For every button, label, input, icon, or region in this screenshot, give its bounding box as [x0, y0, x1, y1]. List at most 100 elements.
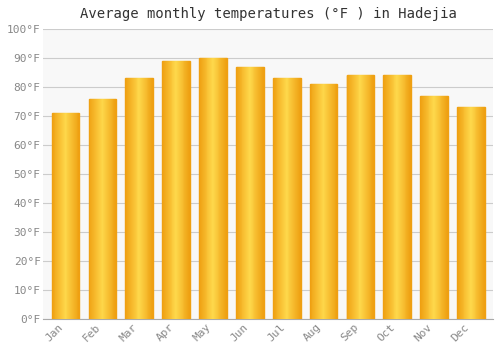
Bar: [421, 96, 422, 319]
Bar: [176, 61, 177, 319]
Bar: [346, 76, 348, 319]
Bar: [182, 61, 184, 319]
Bar: [202, 58, 203, 319]
Bar: [353, 76, 354, 319]
Bar: [288, 78, 290, 319]
Bar: [164, 61, 165, 319]
Bar: [213, 58, 214, 319]
Bar: [245, 67, 246, 319]
Bar: [472, 107, 473, 319]
Bar: [62, 113, 63, 319]
Bar: [254, 67, 256, 319]
Bar: [470, 107, 471, 319]
Bar: [134, 78, 136, 319]
Bar: [257, 67, 258, 319]
Bar: [108, 99, 109, 319]
Bar: [52, 113, 54, 319]
Bar: [248, 67, 249, 319]
Bar: [246, 67, 247, 319]
Bar: [444, 96, 445, 319]
Bar: [163, 61, 164, 319]
Bar: [282, 78, 283, 319]
Bar: [165, 61, 166, 319]
Bar: [148, 78, 150, 319]
Title: Average monthly temperatures (°F ) in Hadejia: Average monthly temperatures (°F ) in Ha…: [80, 7, 456, 21]
Bar: [285, 78, 286, 319]
Bar: [362, 76, 363, 319]
Bar: [169, 61, 170, 319]
Bar: [424, 96, 425, 319]
Bar: [260, 67, 261, 319]
Bar: [95, 99, 96, 319]
Bar: [211, 58, 212, 319]
Bar: [61, 113, 62, 319]
Bar: [317, 84, 318, 319]
Bar: [180, 61, 182, 319]
Bar: [437, 96, 438, 319]
Bar: [388, 76, 389, 319]
Bar: [276, 78, 278, 319]
Bar: [297, 78, 298, 319]
Bar: [59, 113, 60, 319]
Bar: [483, 107, 484, 319]
Bar: [484, 107, 485, 319]
Bar: [296, 78, 297, 319]
Bar: [354, 76, 355, 319]
Bar: [435, 96, 436, 319]
Bar: [318, 84, 319, 319]
Bar: [478, 107, 479, 319]
Bar: [365, 76, 366, 319]
Bar: [445, 96, 446, 319]
Bar: [138, 78, 140, 319]
Bar: [283, 78, 284, 319]
Bar: [75, 113, 76, 319]
Bar: [106, 99, 107, 319]
Bar: [290, 78, 292, 319]
Bar: [168, 61, 169, 319]
Bar: [225, 58, 226, 319]
Bar: [72, 113, 73, 319]
Bar: [172, 61, 174, 319]
Bar: [295, 78, 296, 319]
Bar: [390, 76, 391, 319]
Bar: [54, 113, 56, 319]
Bar: [316, 84, 317, 319]
Bar: [363, 76, 364, 319]
Bar: [71, 113, 72, 319]
Bar: [214, 58, 215, 319]
Bar: [473, 107, 474, 319]
Bar: [479, 107, 480, 319]
Bar: [146, 78, 148, 319]
Bar: [398, 76, 399, 319]
Bar: [314, 84, 315, 319]
Bar: [425, 96, 426, 319]
Bar: [162, 61, 163, 319]
Bar: [102, 99, 104, 319]
Bar: [442, 96, 444, 319]
Bar: [141, 78, 142, 319]
Bar: [208, 58, 210, 319]
Bar: [199, 58, 200, 319]
Bar: [312, 84, 314, 319]
Bar: [476, 107, 478, 319]
Bar: [131, 78, 132, 319]
Bar: [384, 76, 386, 319]
Bar: [428, 96, 430, 319]
Bar: [446, 96, 447, 319]
Bar: [224, 58, 225, 319]
Bar: [107, 99, 108, 319]
Bar: [422, 96, 423, 319]
Bar: [150, 78, 152, 319]
Bar: [238, 67, 239, 319]
Bar: [188, 61, 189, 319]
Bar: [292, 78, 293, 319]
Bar: [355, 76, 356, 319]
Bar: [474, 107, 476, 319]
Bar: [400, 76, 401, 319]
Bar: [409, 76, 410, 319]
Bar: [167, 61, 168, 319]
Bar: [92, 99, 93, 319]
Bar: [133, 78, 134, 319]
Bar: [334, 84, 336, 319]
Bar: [401, 76, 402, 319]
